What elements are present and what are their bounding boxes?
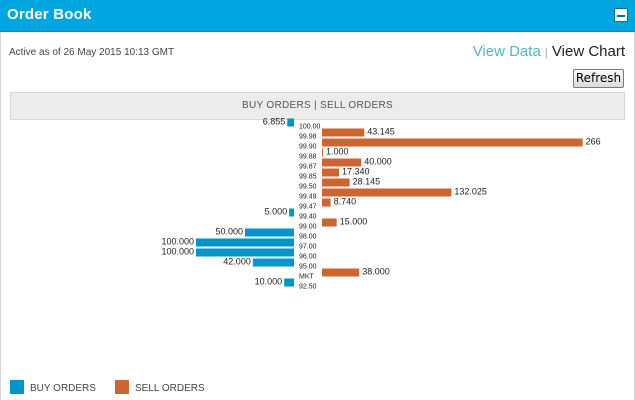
buy-bar (284, 278, 294, 287)
price-level-label: 99.50 (299, 184, 317, 191)
sell-value-label: 8.740 (334, 197, 357, 207)
buy-value-label: 5.000 (265, 207, 288, 217)
view-data-link[interactable]: View Data (472, 43, 541, 60)
price-level-label: 99.98 (299, 134, 317, 141)
sell-value-label: 40.000 (364, 157, 392, 167)
legend-buy: BUY ORDERS (10, 380, 96, 394)
sell-value-label: 15.000 (340, 217, 368, 227)
sell-value-label: 43.145 (367, 127, 395, 137)
sell-bar (322, 178, 350, 187)
buy-value-label: 100.000 (161, 237, 194, 247)
sell-bar (322, 218, 337, 227)
sell-bar (322, 168, 339, 177)
active-as-of-text: Active as of 26 May 2015 10:13 GMT (9, 47, 175, 58)
buy-value-label: 6.855 (263, 117, 286, 127)
title-bar: Order Book (0, 0, 635, 32)
buy-bar (252, 258, 294, 267)
price-level-label: 99.90 (299, 144, 317, 151)
price-level-label: 99.00 (299, 224, 317, 231)
price-level-label: 99.47 (299, 204, 317, 211)
buy-bar (245, 228, 294, 237)
buy-bar (287, 118, 294, 127)
sell-bar (322, 148, 323, 157)
sell-bar (322, 198, 331, 207)
price-level-label: 100.00 (299, 124, 321, 131)
buy-value-label: 50.000 (215, 227, 243, 237)
price-level-label: 96.00 (299, 254, 317, 261)
refresh-button[interactable]: Refresh (573, 69, 624, 88)
price-level-label: 95.00 (299, 264, 317, 271)
buy-bar (196, 238, 294, 247)
buy-value-label: 42.000 (223, 257, 251, 267)
sell-value-label: 266 (586, 137, 601, 147)
buy-bar (196, 248, 294, 257)
sell-value-label: 132.025 (454, 187, 487, 197)
sell-value-label: 38.000 (362, 267, 390, 277)
sell-bar (322, 268, 360, 277)
sell-value-label: 17.340 (342, 167, 370, 177)
legend-sell: SELL ORDERS (115, 380, 205, 394)
price-level-label: 92.50 (299, 284, 317, 291)
chart-header: BUY ORDERS | SELL ORDERS (10, 92, 625, 120)
price-level-label: 99.40 (299, 214, 317, 221)
price-level-label: MKT (299, 274, 315, 281)
view-separator: | (544, 45, 548, 59)
window-title: Order Book (7, 6, 92, 23)
legend-sell-label: SELL ORDERS (135, 383, 205, 394)
view-switcher: View Data | View Chart (473, 43, 625, 60)
legend-sell-swatch (115, 380, 129, 394)
sell-value-label: 1.000 (326, 147, 349, 157)
sell-bar (322, 188, 452, 197)
view-chart-link[interactable]: View Chart (551, 43, 625, 60)
price-level-label: 99.87 (299, 164, 317, 171)
buy-value-label: 100.000 (161, 247, 194, 257)
legend-buy-swatch (10, 380, 24, 394)
sell-bar (322, 128, 365, 137)
collapse-icon[interactable] (614, 8, 628, 22)
price-level-label: 99.49 (299, 194, 317, 201)
sell-bar (322, 138, 583, 147)
buy-value-label: 10.000 (255, 277, 283, 287)
buy-bar (289, 208, 294, 217)
price-level-label: 97.00 (299, 244, 317, 251)
sell-bar (322, 158, 362, 167)
price-level-label: 99.88 (299, 154, 317, 161)
price-level-label: 98.00 (299, 234, 317, 241)
legend-buy-label: BUY ORDERS (30, 383, 96, 394)
sell-value-label: 28.145 (353, 177, 381, 187)
price-level-label: 99.85 (299, 174, 317, 181)
